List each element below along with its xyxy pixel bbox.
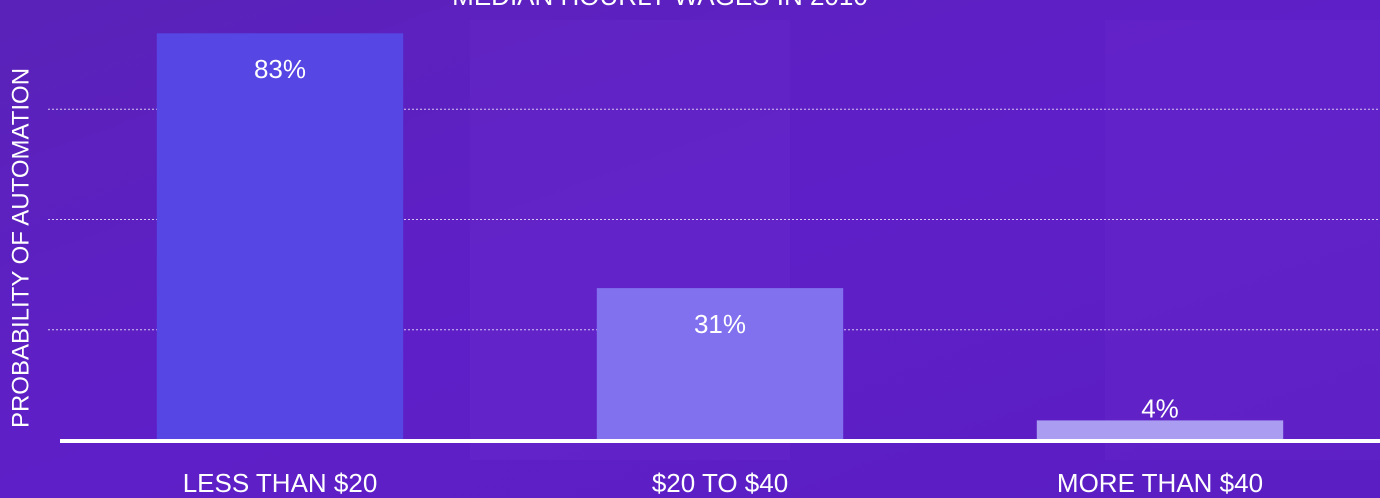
chart-title: MEDIAN HOURLY WAGES IN 2010	[452, 0, 868, 11]
value-label: 4%	[1141, 393, 1179, 423]
x-tick-label: MORE THAN $40	[1057, 468, 1263, 498]
value-label: 31%	[694, 309, 746, 339]
bar	[1037, 420, 1283, 440]
chart: MEDIAN HOURLY WAGES IN 2010 PROBABILITY …	[0, 0, 1380, 498]
value-label: 83%	[254, 54, 306, 84]
bar	[157, 33, 403, 440]
x-tick-label: LESS THAN $20	[183, 468, 378, 498]
y-axis-label: PROBABILITY OF AUTOMATION	[7, 68, 34, 428]
x-tick-label: $20 TO $40	[652, 468, 788, 498]
